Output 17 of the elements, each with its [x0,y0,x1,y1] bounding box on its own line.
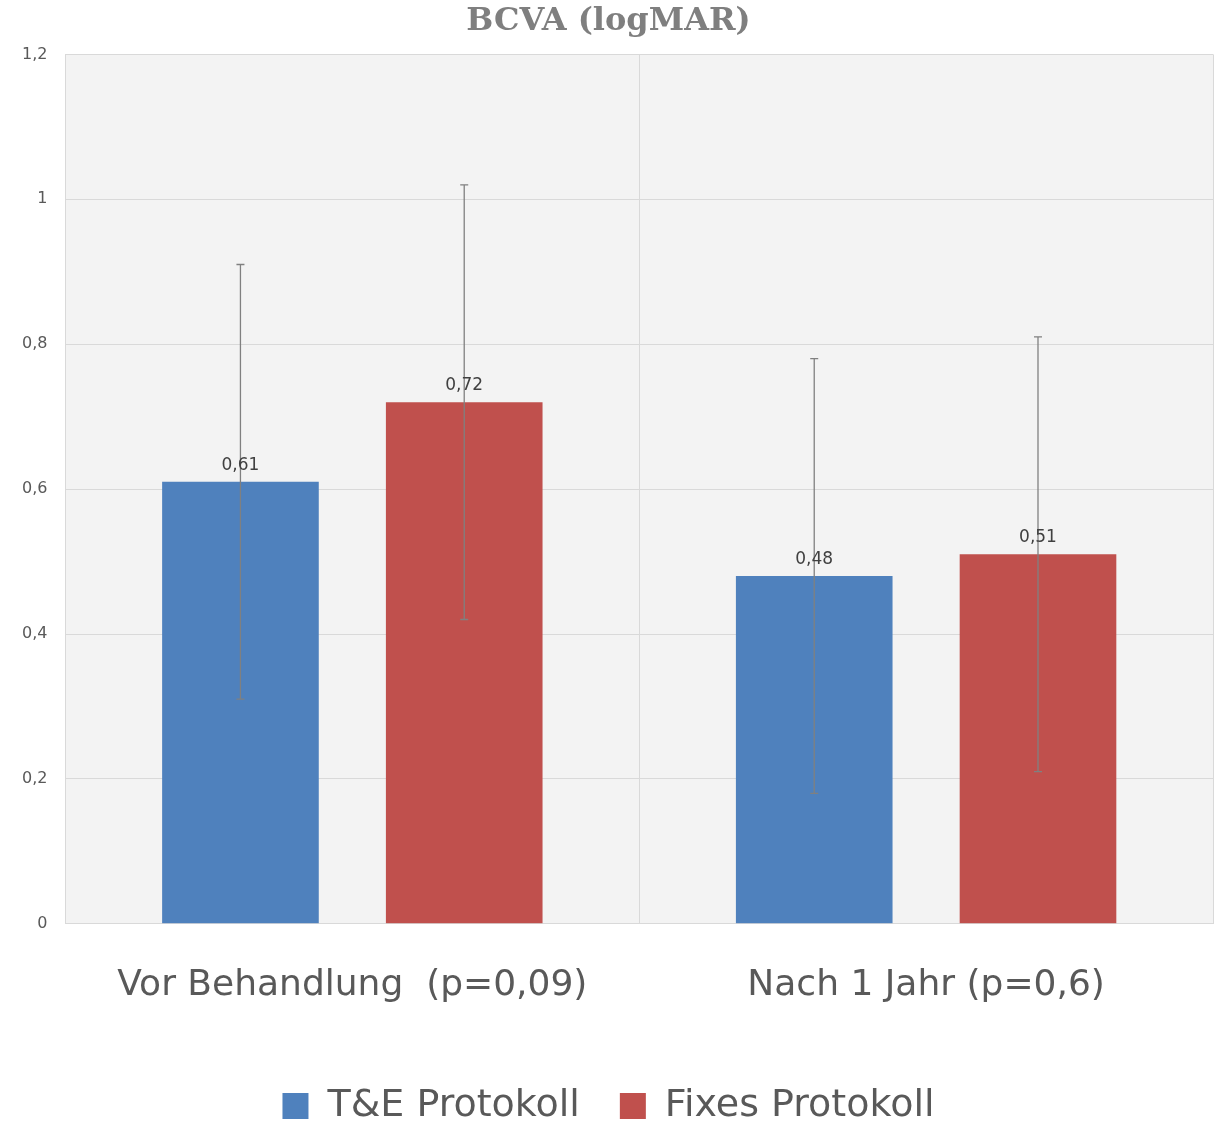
legend-label: Fixes Protokoll [664,1080,935,1125]
y-tick-label: 0,2 [21,768,48,788]
y-tick-label: 1 [37,188,48,208]
bar [385,402,543,924]
legend-label: T&E Protokoll [326,1080,580,1125]
y-tick-label: 0,6 [21,478,48,498]
data-label: 0,51 [1019,526,1057,547]
y-tick-label: 0 [37,912,48,932]
y-tick-label: 0,4 [21,623,48,643]
x-tick-label: Nach 1 Jahr (p=0,6) [747,961,1105,1003]
x-tick-label: Vor Behandlung (p=0,09) [117,961,588,1003]
y-tick-label: 1,2 [21,43,48,63]
bar [735,576,893,924]
y-tick-label: 0,8 [21,333,48,353]
chart-title: BCVA (logMAR) [466,0,751,38]
bar [959,554,1117,924]
bar [162,481,319,924]
